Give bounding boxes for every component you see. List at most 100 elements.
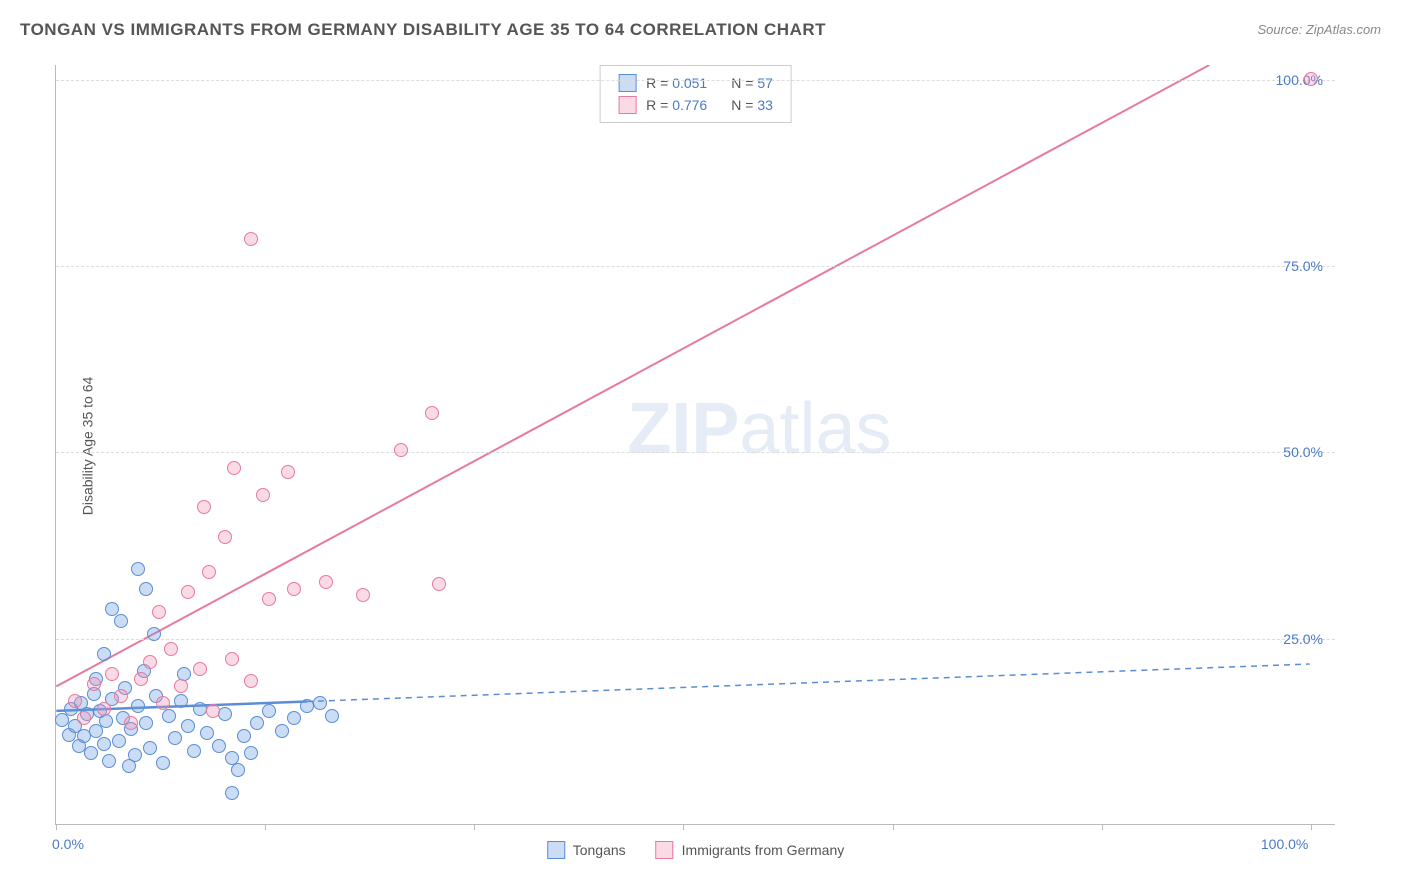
scatter-point xyxy=(237,729,251,743)
x-tick-label: 100.0% xyxy=(1261,836,1308,852)
scatter-point xyxy=(319,575,333,589)
legend-swatch xyxy=(656,841,674,859)
chart-title: TONGAN VS IMMIGRANTS FROM GERMANY DISABI… xyxy=(20,20,826,40)
scatter-point xyxy=(313,696,327,710)
scatter-point xyxy=(394,443,408,457)
gridline xyxy=(56,80,1335,81)
gridline xyxy=(56,452,1335,453)
scatter-point xyxy=(84,746,98,760)
watermark-bold: ZIP xyxy=(627,389,739,469)
legend-label: Immigrants from Germany xyxy=(682,842,845,858)
scatter-point xyxy=(68,694,82,708)
scatter-point xyxy=(202,565,216,579)
scatter-point xyxy=(147,627,161,641)
regression-lines xyxy=(56,65,1335,824)
scatter-point xyxy=(131,699,145,713)
gridline xyxy=(56,639,1335,640)
scatter-point xyxy=(197,500,211,514)
legend-swatch xyxy=(618,74,636,92)
scatter-point xyxy=(99,714,113,728)
scatter-point xyxy=(325,709,339,723)
scatter-point xyxy=(105,602,119,616)
legend-label: Tongans xyxy=(573,842,626,858)
scatter-point xyxy=(250,716,264,730)
legend-swatch xyxy=(547,841,565,859)
scatter-point xyxy=(1304,72,1318,86)
scatter-point xyxy=(114,614,128,628)
scatter-point xyxy=(174,679,188,693)
scatter-point xyxy=(206,704,220,718)
scatter-point xyxy=(105,667,119,681)
legend-item: Immigrants from Germany xyxy=(656,841,845,859)
scatter-point xyxy=(114,689,128,703)
scatter-point xyxy=(256,488,270,502)
legend-stat-row: R = 0.776 N = 33 xyxy=(618,94,773,116)
x-tick xyxy=(474,824,475,830)
scatter-point xyxy=(162,709,176,723)
scatter-point xyxy=(168,731,182,745)
scatter-point xyxy=(131,562,145,576)
regression-line xyxy=(56,65,1209,686)
legend-correlation: R = 0.051 N = 57 R = 0.776 N = 33 xyxy=(599,65,792,123)
scatter-point xyxy=(181,585,195,599)
x-tick xyxy=(56,824,57,830)
scatter-point xyxy=(143,655,157,669)
scatter-point xyxy=(152,605,166,619)
scatter-point xyxy=(143,741,157,755)
plot-area: ZIPatlas R = 0.051N = 57R = 0.776N = 33 … xyxy=(55,65,1335,825)
legend-stat-row: R = 0.051 N = 57 xyxy=(618,72,773,94)
scatter-point xyxy=(193,662,207,676)
y-tick-label: 50.0% xyxy=(1283,444,1323,460)
scatter-point xyxy=(87,677,101,691)
scatter-point xyxy=(244,746,258,760)
legend-n: N = 57 xyxy=(731,75,773,91)
legend-series: Tongans Immigrants from Germany xyxy=(547,841,845,859)
scatter-point xyxy=(97,647,111,661)
scatter-point xyxy=(181,719,195,733)
scatter-point xyxy=(97,702,111,716)
scatter-point xyxy=(225,652,239,666)
scatter-point xyxy=(287,711,301,725)
scatter-point xyxy=(102,754,116,768)
scatter-point xyxy=(164,642,178,656)
scatter-point xyxy=(112,734,126,748)
scatter-point xyxy=(244,232,258,246)
scatter-point xyxy=(212,739,226,753)
watermark-light: atlas xyxy=(739,389,891,469)
scatter-point xyxy=(128,748,142,762)
scatter-point xyxy=(77,711,91,725)
scatter-point xyxy=(425,406,439,420)
scatter-point xyxy=(275,724,289,738)
scatter-point xyxy=(356,588,370,602)
x-tick-label: 0.0% xyxy=(52,836,84,852)
x-tick xyxy=(1102,824,1103,830)
legend-swatch xyxy=(618,96,636,114)
scatter-point xyxy=(287,582,301,596)
legend-r: R = 0.776 xyxy=(646,97,707,113)
scatter-point xyxy=(218,530,232,544)
scatter-point xyxy=(231,763,245,777)
legend-n: N = 33 xyxy=(731,97,773,113)
scatter-point xyxy=(97,737,111,751)
y-tick-label: 75.0% xyxy=(1283,258,1323,274)
scatter-point xyxy=(262,704,276,718)
x-tick xyxy=(265,824,266,830)
regression-line-dashed xyxy=(307,664,1310,702)
scatter-point xyxy=(281,465,295,479)
scatter-point xyxy=(124,716,138,730)
legend-r: R = 0.051 xyxy=(646,75,707,91)
scatter-point xyxy=(432,577,446,591)
scatter-point xyxy=(187,744,201,758)
scatter-point xyxy=(139,582,153,596)
watermark: ZIPatlas xyxy=(627,388,891,470)
scatter-point xyxy=(134,672,148,686)
scatter-point xyxy=(200,726,214,740)
source-link[interactable]: Source: ZipAtlas.com xyxy=(1257,22,1381,37)
scatter-point xyxy=(139,716,153,730)
scatter-point xyxy=(156,756,170,770)
scatter-point xyxy=(174,694,188,708)
legend-item: Tongans xyxy=(547,841,626,859)
scatter-point xyxy=(244,674,258,688)
scatter-point xyxy=(262,592,276,606)
x-tick xyxy=(1311,824,1312,830)
